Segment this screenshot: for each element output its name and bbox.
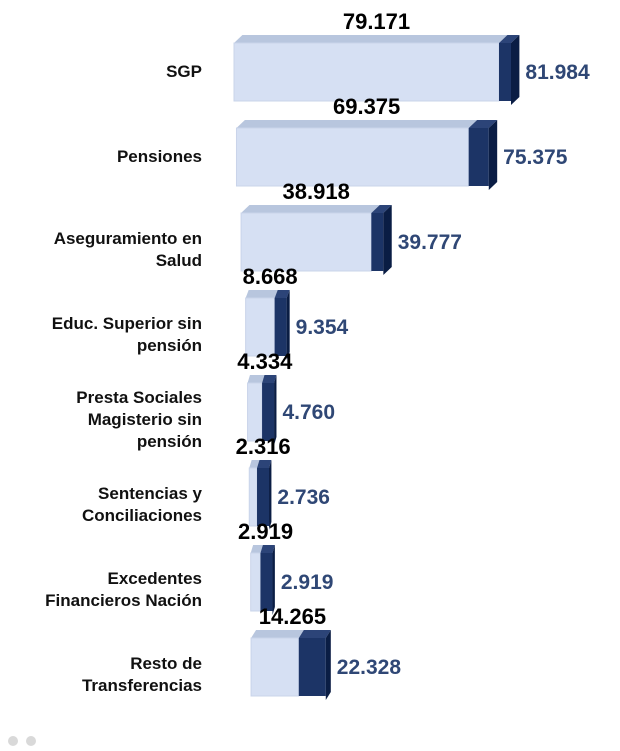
increment-bar bbox=[257, 468, 270, 526]
increment-bar bbox=[274, 298, 287, 356]
category-label: SGP bbox=[166, 62, 202, 81]
increment-top bbox=[257, 460, 272, 468]
category-label: Pensiones bbox=[116, 147, 202, 166]
category-label: Aseguramiento en Salud bbox=[53, 229, 202, 270]
increment-side bbox=[274, 375, 277, 445]
increment-top bbox=[468, 120, 498, 128]
category-label: Resto de Transferencias bbox=[81, 654, 202, 695]
bar-top bbox=[245, 290, 278, 298]
increment-bar bbox=[298, 638, 326, 696]
increment-top bbox=[274, 290, 290, 298]
dot bbox=[26, 736, 36, 746]
bar-group: 2.316 2.736 bbox=[236, 434, 330, 530]
value-label-a: 2.919 bbox=[238, 519, 293, 544]
value-label-a: 38.918 bbox=[283, 179, 350, 204]
increment-top bbox=[262, 375, 277, 383]
increment-top bbox=[298, 630, 331, 638]
increment-bar bbox=[371, 213, 384, 271]
increment-side bbox=[325, 630, 331, 700]
category-label: Presta Sociales Magisterio sin pensión bbox=[76, 388, 202, 451]
bar-group: 14.265 22.328 bbox=[250, 604, 402, 700]
pagination-dots bbox=[8, 733, 44, 751]
value-label-b: 81.984 bbox=[525, 61, 590, 84]
bar-group: 8.668 9.354 bbox=[243, 264, 349, 360]
value-label-a: 79.171 bbox=[343, 9, 410, 34]
increment-top bbox=[371, 205, 392, 213]
bar-top bbox=[250, 545, 263, 553]
dot bbox=[8, 736, 18, 746]
increment-bar bbox=[260, 553, 273, 611]
value-label-b: 22.328 bbox=[337, 656, 402, 679]
bar-group: 4.334 4.760 bbox=[237, 349, 335, 445]
value-label-a: 2.316 bbox=[236, 434, 291, 459]
category-label: Excedentes Financieros Nación bbox=[45, 569, 202, 610]
increment-side bbox=[269, 460, 272, 530]
bar-group: 38.918 39.777 bbox=[240, 179, 462, 275]
increment-side bbox=[511, 35, 520, 105]
value-label-a: 14.265 bbox=[259, 604, 326, 629]
value-label-a: 8.668 bbox=[243, 264, 298, 289]
increment-top bbox=[260, 545, 275, 553]
category-label: Sentencias y Conciliaciones bbox=[82, 484, 202, 525]
bar-group: 79.171 81.984 bbox=[233, 9, 590, 105]
bar-top bbox=[241, 205, 380, 213]
increment-bar bbox=[468, 128, 489, 186]
value-label-b: 2.736 bbox=[277, 486, 330, 509]
bar-top bbox=[249, 460, 260, 468]
increment-side bbox=[286, 290, 290, 360]
value-label-b: 39.777 bbox=[398, 231, 462, 254]
bar-group: 69.375 75.375 bbox=[235, 94, 568, 190]
bar-top bbox=[247, 375, 265, 383]
bar-top bbox=[251, 630, 304, 638]
bar-group: 2.919 2.919 bbox=[238, 519, 333, 615]
bar-top bbox=[234, 35, 508, 43]
category-label: Educ. Superior sin pensión bbox=[51, 314, 202, 355]
increment-side bbox=[488, 120, 498, 190]
value-label-b: 2.919 bbox=[281, 571, 334, 594]
value-label-a: 69.375 bbox=[333, 94, 400, 119]
bar-top bbox=[236, 120, 478, 128]
value-label-b: 75.375 bbox=[503, 146, 568, 169]
increment-bar bbox=[262, 383, 275, 441]
increment-side bbox=[272, 545, 275, 615]
increment-top bbox=[499, 35, 520, 43]
increment-side bbox=[383, 205, 392, 275]
value-label-a: 4.334 bbox=[237, 349, 293, 374]
value-label-b: 9.354 bbox=[296, 316, 349, 339]
increment-bar bbox=[499, 43, 511, 101]
value-label-b: 4.760 bbox=[282, 401, 335, 424]
